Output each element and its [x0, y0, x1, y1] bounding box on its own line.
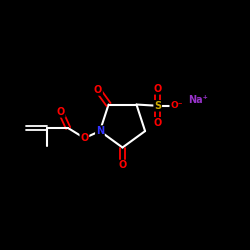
Text: O: O: [94, 85, 102, 95]
Text: O: O: [80, 133, 88, 143]
Text: N: N: [96, 126, 104, 136]
Text: Na⁺: Na⁺: [188, 94, 208, 104]
Text: O⁻: O⁻: [170, 101, 183, 110]
Text: O: O: [154, 118, 162, 128]
Text: O: O: [154, 84, 162, 94]
Text: O: O: [56, 107, 65, 117]
Text: O: O: [118, 160, 127, 170]
Text: S: S: [154, 101, 161, 111]
